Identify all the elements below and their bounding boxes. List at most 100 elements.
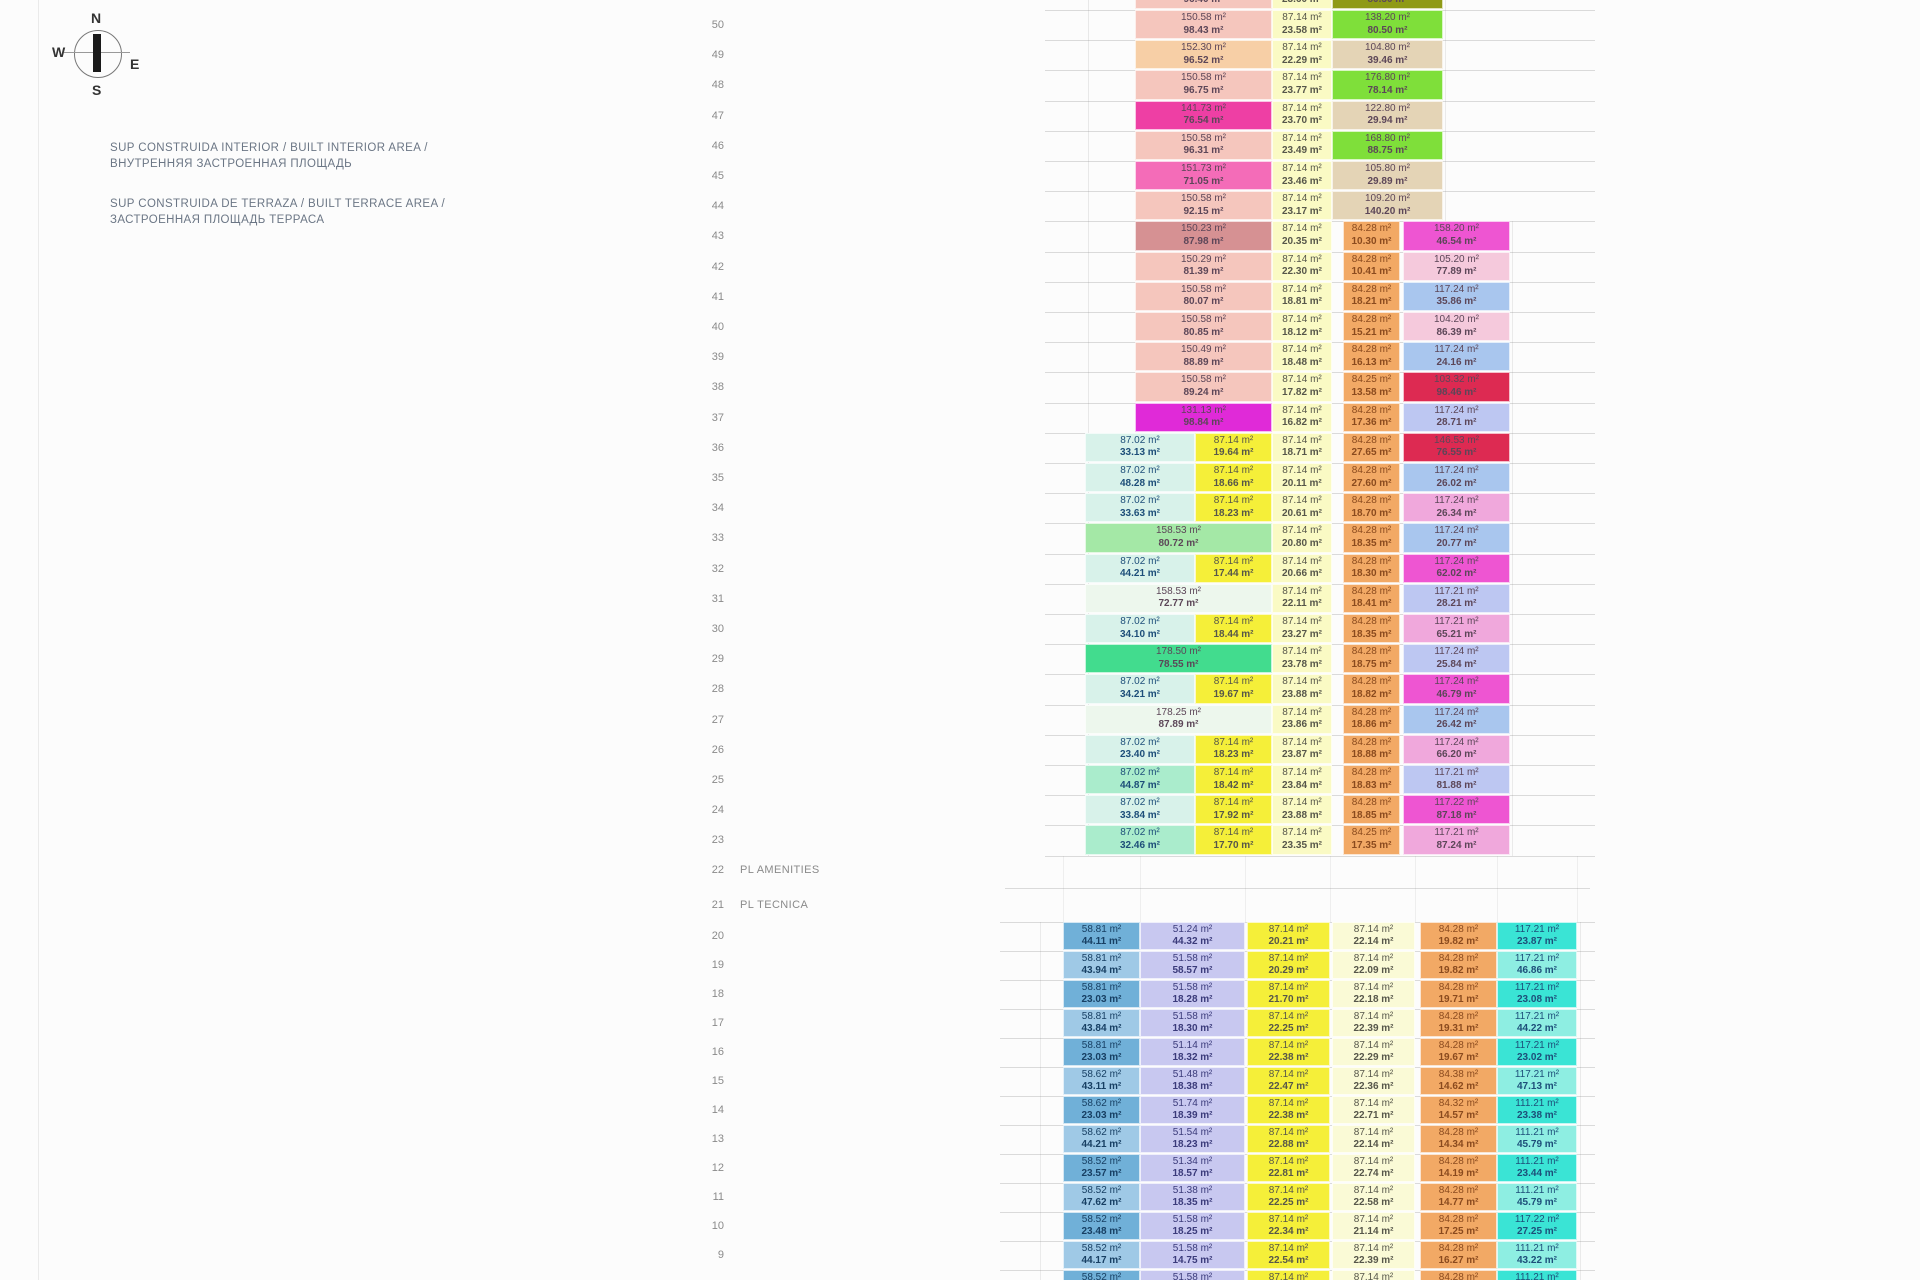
floor-label-25: 25 <box>711 774 724 786</box>
unit-interior-area: 87.14 m² <box>1213 797 1254 809</box>
unit-cell-floor-25-C: 87.02 m² 44.87 m² <box>1085 765 1195 795</box>
unit-cell-floor-37-O: 84.28 m² 17.36 m² <box>1343 402 1400 432</box>
unit-terrace-area: 22.09 m² <box>1353 965 1394 976</box>
unit-terrace-area: 23.40 m² <box>1119 749 1161 761</box>
unit-terrace-area: 18.21 m² <box>1351 296 1392 308</box>
unit-terrace-area: 28.21 m² <box>1436 598 1477 610</box>
building-profile-line <box>1497 856 1498 922</box>
unit-interior-area: 51.58 m² <box>1172 981 1213 993</box>
compass-south-label: S <box>92 82 102 98</box>
unit-cell-floor-10-Y: 87.14 m² 22.34 m² <box>1247 1212 1330 1240</box>
floor-label-42: 42 <box>711 260 724 273</box>
unit-interior-area: 87.14 m² <box>1353 1271 1394 1280</box>
building-profile-line <box>1580 922 1581 1280</box>
unit-terrace-area: 19.67 m² <box>1438 1052 1479 1063</box>
unit-cell-floor-14-T: 111.21 m² 23.38 m² <box>1497 1096 1577 1124</box>
unit-terrace-area: 46.86 m² <box>1516 965 1558 976</box>
unit-interior-area: 117.24 m² <box>1434 465 1479 477</box>
unit-cell-floor-14-S: 58.62 m² 23.03 m² <box>1063 1096 1140 1124</box>
unit-terrace-area: 20.11 m² <box>1282 477 1322 489</box>
unit-cell-floor-47-G: 122.80 m² 29.94 m² <box>1332 100 1443 130</box>
unit-cell-floor-43-P: 150.23 m² 87.98 m² <box>1135 221 1272 251</box>
floor-label-41: 41 <box>711 290 724 303</box>
unit-interior-area: 58.52 m² <box>1081 1184 1122 1196</box>
unit-interior-area: 117.21 m² <box>1434 827 1479 839</box>
unit-terrace-area: 18.30 m² <box>1172 1023 1213 1034</box>
floor-label-36: 36 <box>711 441 724 454</box>
unit-interior-area: 84.28 m² <box>1351 404 1392 416</box>
unit-cell-floor-16-S: 58.81 m² 23.03 m² <box>1063 1038 1140 1066</box>
unit-interior-area: 150.58 m² <box>1180 283 1227 295</box>
unit-cell-floor-24-R: 117.22 m² 87.18 m² <box>1403 795 1510 825</box>
unit-interior-area: 87.14 m² <box>1268 1010 1309 1022</box>
unit-terrace-area: 17.82 m² <box>1281 386 1323 398</box>
unit-cell-floor-37-Y1: 87.14 m² 16.82 m² <box>1272 402 1332 432</box>
unit-cell-floor-10-S: 58.52 m² 23.48 m² <box>1063 1212 1140 1240</box>
frame-line-left <box>38 0 39 1280</box>
unit-terrace-area: 140.20 m² <box>1364 205 1411 217</box>
unit-cell-floor-49-G: 104.80 m² 39.46 m² <box>1332 40 1443 70</box>
unit-cell-floor-30-Y1: 87.14 m² 23.27 m² <box>1272 614 1332 644</box>
unit-interior-area: 84.28 m² <box>1351 676 1392 688</box>
unit-terrace-area: 18.23 m² <box>1213 507 1254 519</box>
unit-cell-floor-17-Y: 87.14 m² 22.25 m² <box>1247 1009 1330 1037</box>
unit-cell-floor-13-Cr: 87.14 m² 22.14 m² <box>1332 1125 1415 1153</box>
unit-interior-area: 87.14 m² <box>1268 1039 1309 1051</box>
unit-interior-area: 84.28 m² <box>1351 646 1392 658</box>
unit-terrace-area: 39.46 m² <box>1367 54 1408 66</box>
unit-interior-area: 58.81 m² <box>1081 923 1122 935</box>
floor-label-22: 22 <box>711 864 724 876</box>
unit-cell-floor-18-Cr: 87.14 m² 22.18 m² <box>1332 980 1415 1008</box>
unit-terrace-area: 14.34 m² <box>1438 1139 1479 1150</box>
unit-cell-floor-12-Y: 87.14 m² 22.81 m² <box>1247 1154 1330 1182</box>
unit-interior-area: 87.14 m² <box>1282 163 1322 175</box>
unit-interior-area: 84.28 m² <box>1438 1242 1479 1254</box>
unit-terrace-area: 20.77 m² <box>1436 537 1477 549</box>
compass-north-label: N <box>91 10 102 26</box>
compass-rose: N S W E <box>52 8 144 108</box>
unit-cell-floor-31-Y1: 87.14 m² 22.11 m² <box>1272 583 1332 613</box>
unit-interior-area: 117.22 m² <box>1514 1213 1560 1225</box>
unit-cell-floor-41-O: 84.28 m² 18.21 m² <box>1343 281 1400 311</box>
unit-terrace-area: 44.17 m² <box>1081 1255 1122 1266</box>
unit-interior-area: 58.81 m² <box>1081 981 1122 993</box>
unit-cell-floor-45-Y1: 87.14 m² 23.46 m² <box>1272 161 1332 191</box>
floor-label-11: 11 <box>712 1191 724 1203</box>
unit-interior-area: 51.24 m² <box>1172 923 1213 935</box>
unit-interior-area: 87.14 m² <box>1213 767 1254 779</box>
unit-interior-area: 87.14 m² <box>1213 827 1254 839</box>
unit-terrace-area: 22.54 m² <box>1268 1255 1309 1266</box>
unit-cell-floor-23-C: 87.02 m² 32.46 m² <box>1085 825 1195 855</box>
unit-interior-area: 150.58 m² <box>1180 314 1227 326</box>
unit-interior-area: 117.21 m² <box>1514 1039 1560 1051</box>
unit-cell-floor-30-Y0: 87.14 m² 18.44 m² <box>1195 614 1272 644</box>
unit-cell-floor-14-Cr: 87.14 m² 22.71 m² <box>1332 1096 1415 1124</box>
unit-cell-floor-36-C: 87.02 m² 33.13 m² <box>1085 432 1195 462</box>
unit-interior-area: 87.14 m² <box>1282 827 1322 839</box>
unit-cell-floor-11-S: 58.52 m² 47.62 m² <box>1063 1183 1140 1211</box>
unit-terrace-area: 22.38 m² <box>1268 1110 1309 1121</box>
unit-terrace-area: 22.25 m² <box>1268 1197 1309 1208</box>
building-profile-line <box>1577 856 1578 922</box>
unit-interior-area: 117.21 m² <box>1434 767 1479 779</box>
unit-interior-area: 117.24 m² <box>1434 676 1479 688</box>
unit-terrace-area: 22.14 m² <box>1353 936 1394 947</box>
unit-terrace-area: 76.54 m² <box>1183 115 1224 127</box>
unit-interior-area: 84.28 m² <box>1351 314 1392 326</box>
unit-terrace-area: 19.82 m² <box>1438 965 1479 976</box>
unit-terrace-area: 66.20 m² <box>1436 749 1477 761</box>
unit-terrace-area: 21.70 m² <box>1268 994 1309 1005</box>
unit-cell-floor-10-O2: 84.28 m² 17.25 m² <box>1420 1212 1497 1240</box>
unit-cell-floor-17-O2: 84.28 m² 19.31 m² <box>1420 1009 1497 1037</box>
unit-cell-floor-27-R: 117.24 m² 26.42 m² <box>1403 704 1510 734</box>
unit-cell-floor-47-Y1: 87.14 m² 23.70 m² <box>1272 100 1332 130</box>
unit-terrace-area: 22.38 m² <box>1268 1052 1309 1063</box>
unit-terrace-area: 18.86 m² <box>1351 719 1392 731</box>
unit-cell-floor-30-O: 84.28 m² 18.35 m² <box>1343 614 1400 644</box>
unit-cell-floor-40-P: 150.58 m² 80.85 m² <box>1135 312 1272 342</box>
unit-cell-floor-45-G: 105.80 m² 29.89 m² <box>1332 161 1443 191</box>
unit-interior-area: 178.25 m² <box>1155 706 1202 718</box>
floor-label-48: 48 <box>711 79 724 92</box>
